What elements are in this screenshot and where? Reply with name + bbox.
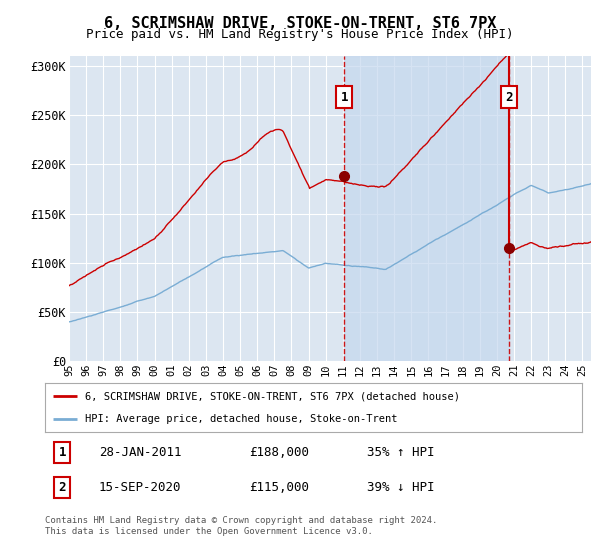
Text: Contains HM Land Registry data © Crown copyright and database right 2024.
This d: Contains HM Land Registry data © Crown c… <box>45 516 437 536</box>
Text: HPI: Average price, detached house, Stoke-on-Trent: HPI: Average price, detached house, Stok… <box>85 414 398 424</box>
Text: 35% ↑ HPI: 35% ↑ HPI <box>367 446 434 459</box>
Text: £115,000: £115,000 <box>249 480 309 494</box>
Text: 2: 2 <box>58 480 66 494</box>
Text: 6, SCRIMSHAW DRIVE, STOKE-ON-TRENT, ST6 7PX: 6, SCRIMSHAW DRIVE, STOKE-ON-TRENT, ST6 … <box>104 16 496 31</box>
Text: 1: 1 <box>58 446 66 459</box>
Text: 39% ↓ HPI: 39% ↓ HPI <box>367 480 434 494</box>
Text: 2: 2 <box>505 91 513 104</box>
Text: 15-SEP-2020: 15-SEP-2020 <box>98 480 181 494</box>
Text: 28-JAN-2011: 28-JAN-2011 <box>98 446 181 459</box>
Text: Price paid vs. HM Land Registry's House Price Index (HPI): Price paid vs. HM Land Registry's House … <box>86 28 514 41</box>
Bar <box>344 56 509 361</box>
Text: 6, SCRIMSHAW DRIVE, STOKE-ON-TRENT, ST6 7PX (detached house): 6, SCRIMSHAW DRIVE, STOKE-ON-TRENT, ST6 … <box>85 391 460 402</box>
Text: £188,000: £188,000 <box>249 446 309 459</box>
Text: 1: 1 <box>340 91 348 104</box>
